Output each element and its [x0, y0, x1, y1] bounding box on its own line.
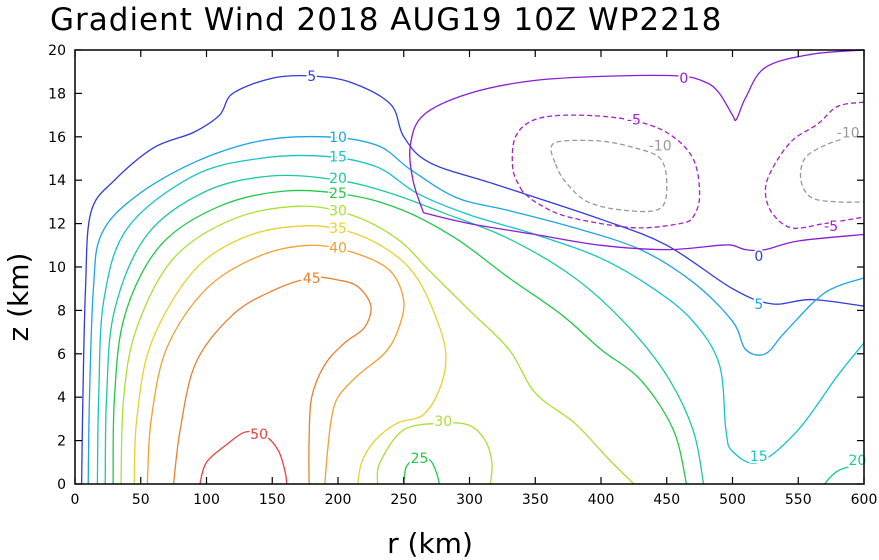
contour-label: 30: [329, 204, 347, 220]
contour-line-neg5: [511, 114, 701, 229]
contour-line-30: [376, 422, 493, 485]
y-tick-label: 14: [48, 173, 66, 189]
contour-lines: [80, 49, 865, 485]
contour-label: 0: [679, 71, 688, 87]
contour-label: 40: [329, 240, 347, 256]
contour-label: 10: [329, 130, 347, 146]
y-tick-label: 16: [48, 130, 66, 146]
contour-line-20: [104, 174, 705, 485]
x-tick-label: 350: [522, 492, 549, 508]
x-tick-label: 550: [785, 492, 812, 508]
contour-line-neg5: [764, 101, 865, 229]
contour-line-50: [199, 430, 288, 485]
x-tick-label: 450: [653, 492, 680, 508]
contour-label: -10: [649, 138, 672, 154]
y-axis-title: z (km): [2, 253, 35, 342]
contour-line-15: [96, 154, 865, 485]
contour-label: 25: [411, 451, 429, 467]
x-tick-label: 0: [71, 492, 80, 508]
x-tick-label: 150: [259, 492, 286, 508]
chart-title: Gradient Wind 2018 AUG19 10Z WP2218: [50, 2, 722, 38]
contour-line-30: [120, 205, 635, 485]
contour-line-neg10: [799, 135, 865, 203]
contour-label: 20: [849, 453, 867, 469]
y-tick-label: 8: [57, 303, 66, 319]
y-tick-label: 10: [48, 260, 66, 276]
contour-line-40: [146, 244, 405, 485]
contour-line-0: [409, 49, 865, 214]
y-tick-label: 20: [48, 43, 66, 59]
contour-label: 25: [329, 186, 347, 202]
contour-label: 45: [303, 271, 321, 287]
contour-label: -5: [627, 112, 641, 128]
contour-label: 5: [754, 297, 763, 313]
contour-line-45: [172, 276, 372, 485]
contour-line-20: [824, 461, 865, 485]
x-tick-label: 50: [132, 492, 150, 508]
contour-label: -5: [824, 219, 838, 235]
y-tick-label: 12: [48, 217, 66, 233]
contour-line-0: [423, 212, 865, 252]
y-tick-label: 4: [57, 390, 66, 406]
contour-label: -10: [837, 125, 860, 141]
x-tick-label: 250: [390, 492, 417, 508]
contour-line-35: [133, 225, 447, 485]
contour-line-25: [112, 189, 688, 485]
y-tick-label: 6: [57, 347, 66, 363]
contour-line-10: [87, 135, 865, 485]
plot-frame: [74, 49, 865, 485]
contour-line-25: [403, 456, 440, 485]
contour-label: 15: [750, 449, 768, 465]
x-tick-label: 400: [588, 492, 615, 508]
contour-label: 50: [250, 427, 268, 443]
contour-label: 30: [434, 414, 452, 430]
contour-label: 5: [307, 69, 316, 85]
contour-line-5: [80, 74, 865, 485]
x-tick-label: 300: [456, 492, 483, 508]
y-tick-label: 0: [57, 477, 66, 493]
x-axis-title: r (km): [387, 527, 473, 560]
y-tick-label: 2: [57, 434, 66, 450]
contour-line-neg10: [550, 139, 668, 213]
contour-label: 35: [329, 221, 347, 237]
contour-label: 0: [754, 249, 763, 265]
x-tick-label: 100: [193, 492, 220, 508]
x-tick-label: 600: [851, 492, 878, 508]
axis-ticks: 0 50 100 150 200 250 300 350 400 450 500 550 6000246…: [48, 43, 877, 508]
contour-label: 20: [329, 171, 347, 187]
contour-label: 15: [329, 149, 347, 165]
x-tick-label: 500: [719, 492, 746, 508]
y-tick-label: 18: [48, 86, 66, 102]
x-tick-label: 200: [325, 492, 352, 508]
